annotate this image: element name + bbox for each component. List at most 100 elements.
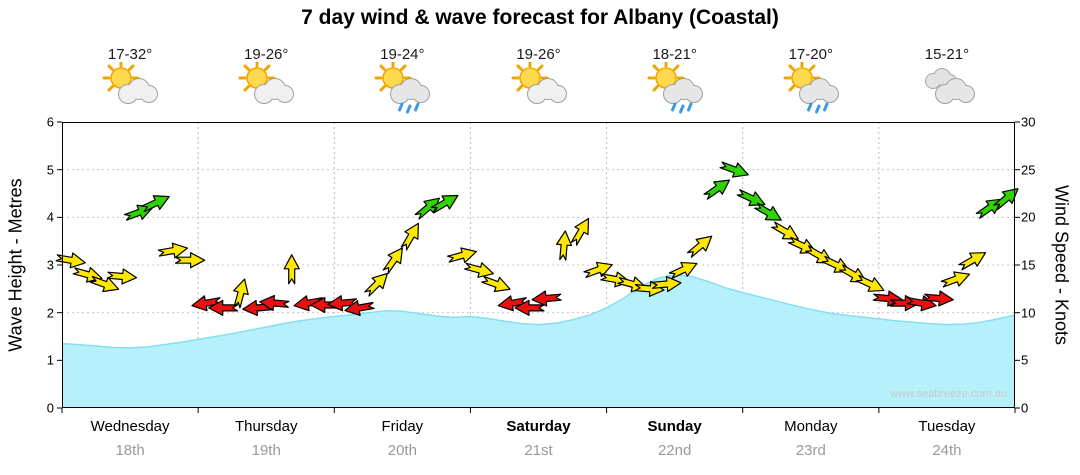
date-label: 22nd: [657, 442, 692, 459]
right-axis-tick: 25: [1021, 162, 1036, 178]
wind-arrow: [89, 275, 120, 293]
wind-arrow: [583, 261, 613, 279]
sun-cloud-rain-icon: [647, 59, 703, 114]
weather-icon-cloudy: [918, 62, 976, 114]
wind-arrow: [839, 264, 867, 283]
day-label: Wednesday: [90, 418, 170, 435]
wind-arrow: [400, 222, 419, 251]
left-axis-tick: 6: [46, 114, 54, 130]
wind-arrow: [906, 295, 937, 312]
wind-arrow: [787, 236, 817, 254]
right-axis-tick: 0: [1021, 400, 1029, 416]
wind-arrow: [514, 299, 545, 316]
wind-arrow: [570, 218, 590, 246]
left-axis-tick: 2: [46, 305, 54, 321]
left-axis-tick: 3: [46, 257, 54, 273]
day-label: Tuesday: [918, 418, 976, 435]
wind-arrow: [481, 275, 511, 293]
wind-arrow: [651, 275, 682, 293]
forecast-chart: [55, 121, 1020, 413]
day-label: Sunday: [647, 418, 702, 435]
weather-icon-sun-cloud-rain: [782, 59, 840, 114]
sun-cloud-rain-icon: [783, 59, 839, 114]
wind-arrow: [958, 252, 987, 271]
wind-arrow: [634, 280, 665, 297]
wind-arrow: [940, 271, 971, 288]
temperature-range: 15-21°: [924, 46, 970, 63]
right-axis-tick: 15: [1021, 257, 1036, 273]
wind-arrow: [497, 295, 528, 312]
wind-arrow: [805, 245, 833, 264]
wind-arrow: [414, 197, 440, 220]
wind-arrow: [174, 252, 206, 269]
wind-arrow: [191, 295, 222, 312]
wind-arrow: [531, 290, 562, 307]
wave-height-area: [62, 274, 1015, 408]
wave-height-line: [61, 273, 1016, 349]
weather-icon-sun-cloud: [101, 59, 159, 114]
wind-arrow: [382, 247, 404, 274]
temperature-range: 17-32°: [107, 46, 153, 63]
left-axis-tick: 5: [46, 162, 54, 178]
day-label: Monday: [784, 418, 838, 435]
sun-cloud-icon: [511, 59, 567, 104]
wind-arrow: [327, 295, 358, 312]
right-axis-title: Wind Speed - Knots: [1051, 184, 1072, 346]
wind-arrow: [855, 274, 885, 292]
wind-arrow: [55, 252, 86, 269]
temperature-range: 19-26°: [244, 46, 289, 63]
temperature-range: 19-26°: [516, 46, 561, 63]
right-axis-tick: 5: [1021, 352, 1029, 368]
wind-arrow: [157, 242, 188, 259]
wind-arrow: [736, 189, 766, 207]
cloudy-icon: [924, 68, 975, 104]
weather-icon-sun-cloud: [237, 59, 295, 114]
wind-arrow: [106, 268, 138, 285]
date-label: 21st: [524, 442, 553, 459]
wind-arrow: [821, 255, 851, 273]
wind-arrow: [364, 272, 389, 297]
wind-arrow: [668, 261, 698, 280]
watermark: www.seabreeze.com.au: [890, 388, 1007, 400]
right-axis-tick: 20: [1021, 209, 1036, 225]
wind-arrow: [344, 300, 375, 317]
day-label: Thursday: [234, 418, 298, 435]
wind-arrow: [233, 278, 249, 309]
wind-arrow: [753, 202, 782, 221]
wind-arrow: [141, 195, 170, 213]
day-label: Friday: [381, 418, 424, 435]
wind-arrow: [283, 254, 300, 285]
date-label: 24th: [932, 442, 962, 459]
wind-arrow: [556, 230, 573, 261]
day-label: Saturday: [506, 418, 571, 435]
right-axis-tick: 10: [1021, 305, 1036, 321]
date-label: 19th: [251, 442, 281, 459]
wind-arrow: [719, 161, 749, 178]
wind-arrow: [771, 221, 799, 240]
wind-arrow: [686, 235, 713, 258]
temperature-range: 17-20°: [788, 46, 833, 63]
chart-plot-area: www.seabreeze.com.au: [55, 121, 1020, 413]
weather-icon-sun-cloud: [510, 59, 568, 114]
date-label: 23rd: [795, 442, 826, 459]
wind-arrow: [430, 194, 459, 214]
temperature-range: 18-21°: [652, 46, 697, 63]
wind-arrow: [464, 262, 494, 278]
left-axis-tick: 4: [46, 209, 54, 225]
page-title: 7 day wind & wave forecast for Albany (C…: [301, 6, 779, 29]
wind-arrow: [993, 188, 1019, 211]
sun-cloud-icon: [238, 59, 295, 104]
left-axis-tick: 0: [46, 400, 54, 416]
sun-cloud-rain-icon: [374, 59, 431, 114]
wind-arrow: [923, 290, 954, 307]
date-label: 20th: [387, 442, 417, 459]
date-label: 18th: [115, 442, 145, 459]
weather-icon-sun-cloud-rain: [373, 59, 431, 114]
wind-arrow: [259, 294, 290, 312]
weather-icon-sun-cloud-rain: [646, 59, 704, 114]
temperature-range: 19-24°: [380, 46, 425, 63]
right-axis-tick: 30: [1021, 114, 1036, 130]
left-axis-tick: 1: [46, 352, 54, 368]
sun-cloud-icon: [102, 59, 159, 104]
wind-arrow: [703, 179, 731, 200]
